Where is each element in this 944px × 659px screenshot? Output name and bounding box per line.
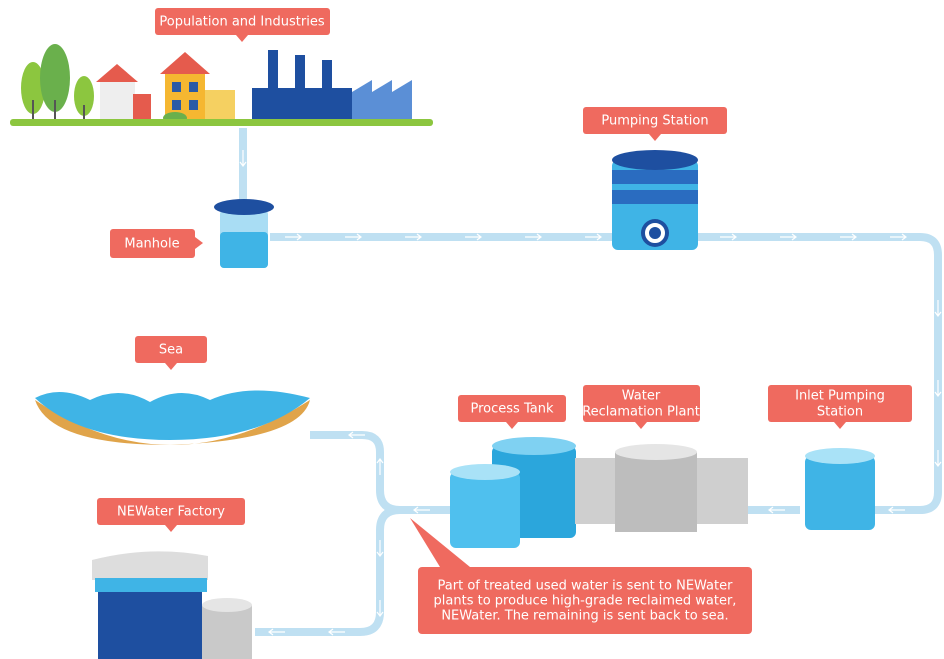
label-text: plants to produce high-grade reclaimed w…	[434, 594, 737, 609]
label-text: NEWater Factory	[117, 505, 225, 520]
note: Part of treated used water is sent to NE…	[410, 518, 752, 634]
label-text: Part of treated used water is sent to NE…	[438, 579, 734, 594]
label: Manhole	[110, 229, 203, 258]
label-text: Water	[622, 389, 661, 404]
label-text: NEWater. The remaining is sent back to s…	[441, 609, 728, 624]
label-text: Sea	[159, 343, 183, 358]
pipe	[270, 233, 942, 514]
label: NEWater Factory	[97, 498, 245, 532]
label: Population and Industries	[155, 8, 330, 42]
label-text: Station	[817, 405, 863, 420]
newater-factory-icon	[92, 551, 252, 659]
label: Process Tank	[458, 395, 566, 429]
pumping-station-icon	[612, 150, 698, 250]
label-text: Population and Industries	[159, 15, 324, 30]
label: Pumping Station	[583, 107, 727, 141]
sea-icon	[35, 390, 310, 445]
label-text: Manhole	[124, 237, 179, 252]
plant-icons	[450, 437, 875, 548]
manhole-icon	[214, 199, 274, 268]
flow-arrows	[239, 150, 942, 636]
label: Sea	[135, 336, 207, 370]
label-text: Inlet Pumping	[795, 389, 885, 404]
town	[10, 44, 433, 126]
label-text: Reclamation Plant	[582, 405, 700, 420]
label-text: Process Tank	[471, 402, 554, 417]
label-text: Pumping Station	[601, 114, 708, 129]
